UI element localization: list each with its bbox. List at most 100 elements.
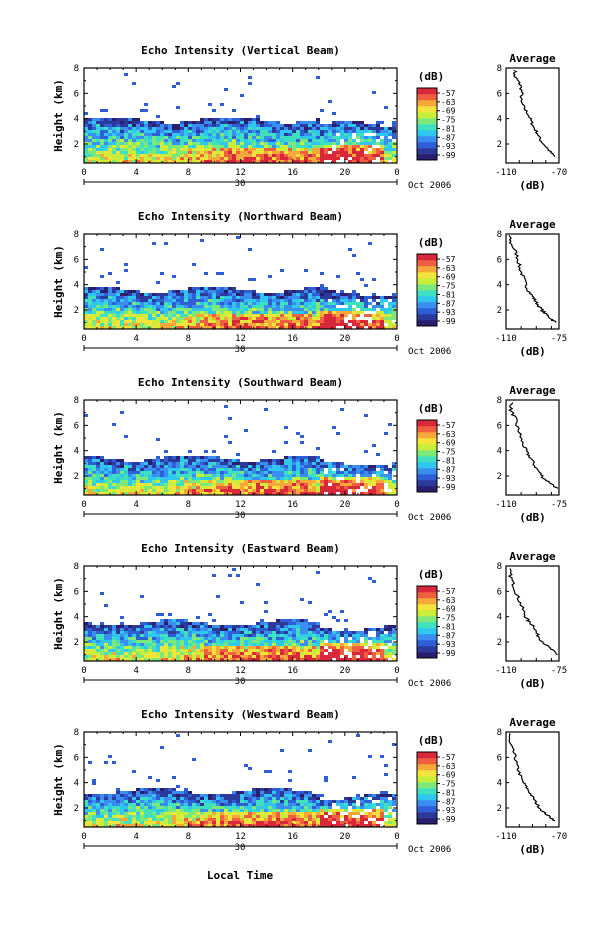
heatmap-cell [176,299,180,302]
heatmap-cell [224,637,228,640]
heatmap-cell [192,812,196,815]
heatmap-cell [160,815,164,818]
heatmap-cell [100,462,104,465]
heatmap-cell [332,293,336,296]
heatmap-cell [96,821,100,824]
heatmap-cell [104,293,108,296]
heatmap-cell [388,311,392,314]
heatmap-cell [172,643,176,646]
heatmap-cell [320,649,324,652]
heatmap-cell [112,459,116,462]
heatmap-cell [96,320,100,323]
heatmap-cell [292,148,296,151]
heatmap-cell [152,643,156,646]
heatmap-cell [236,474,240,477]
colorbar-tick-label: -99 [441,317,456,326]
heatmap-cell [84,145,88,148]
heatmap-cell [292,290,296,293]
heatmap-cell [156,160,160,163]
heatmap-cell [260,317,264,320]
heatmap-cell [360,302,364,305]
heatmap-cell [392,631,396,634]
heatmap-cell [116,818,120,821]
heatmap-cell [296,459,300,462]
heatmap-cell [108,471,112,474]
heatmap-cell [360,634,364,637]
heatmap-cell [212,308,216,311]
heatmap-cell [320,311,324,314]
heatmap-cell [216,148,220,151]
heatmap-cell [136,655,140,658]
heatmap-cell [156,483,160,486]
heatmap-cell [104,604,108,607]
heatmap-cell [284,151,288,154]
heatmap-cell [248,157,252,160]
heatmap-cell [324,643,328,646]
heatmap-cell [184,296,188,299]
heatmap-cell [196,812,200,815]
heatmap-cell [204,302,208,305]
heatmap-cell [228,468,232,471]
heatmap-cell [324,145,328,148]
heatmap-cell [212,465,216,468]
heatmap-cell [344,121,348,124]
heatmap-cell [304,287,308,290]
heatmap-cell [188,154,192,157]
heatmap-cell [248,308,252,311]
heatmap-cell [344,658,348,661]
heatmap-cell [164,625,168,628]
heatmap-cell [304,471,308,474]
heatmap-cell [104,290,108,293]
heatmap-cell [332,492,336,495]
heatmap-cell [104,121,108,124]
heatmap-cell [360,136,364,139]
heatmap-cell [168,631,172,634]
heatmap-cell [340,296,344,299]
heatmap-cell [212,154,216,157]
heatmap-cell [132,658,136,661]
heatmap-cell [224,797,228,800]
heatmap-cell [340,299,344,302]
colorbar-tick-label: -87 [441,465,456,474]
heatmap-cell [156,124,160,127]
heatmap-cell [112,631,116,634]
heatmap-cell [140,139,144,142]
heatmap-cell [168,133,172,136]
heatmap-cell [124,625,128,628]
heatmap-cell [280,305,284,308]
heatmap-cell [160,649,164,652]
heatmap-cell [288,326,292,329]
heatmap-cell [316,305,320,308]
colorbar-swatch [417,142,437,149]
heatmap-cell [168,157,172,160]
heatmap-cell [152,465,156,468]
heatmap-cell [240,326,244,329]
heatmap-cell [228,124,232,127]
heatmap-cell [148,468,152,471]
heatmap-cell [92,821,96,824]
heatmap-cell [356,640,360,643]
heatmap-cell [176,468,180,471]
heatmap-cell [232,483,236,486]
heatmap-cell [384,637,388,640]
heatmap-cell [128,658,132,661]
heatmap-cell [320,474,324,477]
day-label: 30 [235,511,246,521]
heatmap-cell [148,643,152,646]
heatmap-cell [220,272,224,275]
heatmap-cell [200,314,204,317]
heatmap-cell [384,326,388,329]
heatmap-cell [204,299,208,302]
heatmap-cell [140,791,144,794]
heatmap-cell [380,148,384,151]
heatmap-cell [144,649,148,652]
heatmap-cell [232,293,236,296]
heatmap-cell [320,492,324,495]
heatmap-cell [180,130,184,133]
heatmap-cell [108,287,112,290]
heatmap-cell [148,800,152,803]
heatmap-cell [88,290,92,293]
heatmap-cell [284,637,288,640]
heatmap-cell [392,483,396,486]
heatmap-cell [256,462,260,465]
